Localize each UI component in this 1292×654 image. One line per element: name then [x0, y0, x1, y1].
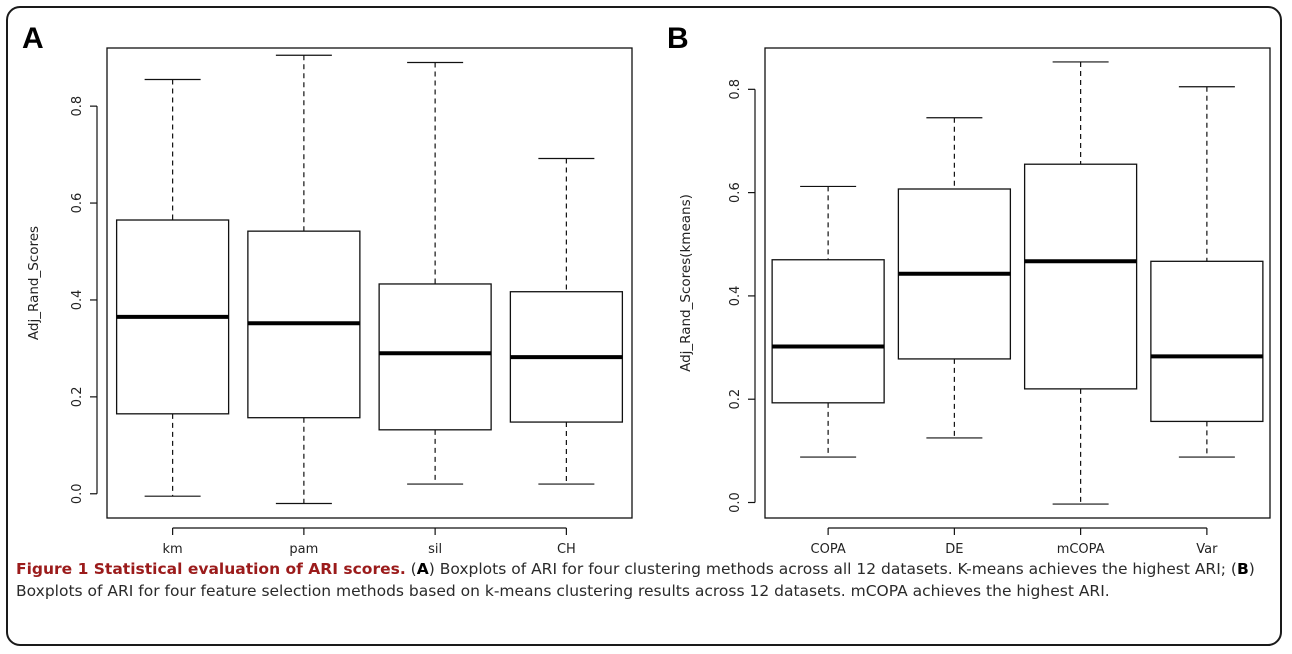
chart-a-y-tick-label: 0.2	[70, 387, 85, 408]
chart-b-box	[1023, 163, 1138, 390]
chart-b-y-axis-label: Adj_Rand_Scores(kmeans)	[678, 194, 694, 372]
panel-b-letter: B	[667, 22, 689, 55]
chart-b-y-tick-label: 0.6	[728, 182, 743, 203]
chart-a-x-tick-label: sil	[428, 542, 442, 557]
panel-a-letter: A	[22, 22, 44, 55]
chart-b-y-tick-label: 0.0	[728, 492, 743, 513]
chart-a-x-tick-label: CH	[557, 542, 576, 557]
chart-a-x-tick-label: pam	[289, 542, 318, 557]
chart-a-y-tick-label: 0.4	[70, 290, 85, 311]
chart-b-box	[1150, 260, 1264, 423]
chart-b-x-tick-label: COPA	[811, 542, 846, 557]
figure-frame	[6, 6, 1282, 646]
caption-text-a: ) Boxplots of ARI for four clustering me…	[428, 560, 1237, 578]
chart-b-y-tick-label: 0.2	[728, 389, 743, 410]
caption-ref-a: A	[416, 560, 429, 578]
chart-a-y-tick-label: 0.6	[70, 193, 85, 214]
caption-text-open: (	[405, 560, 417, 578]
chart-a-y-axis-label: Adj_Rand_Scores	[26, 226, 42, 340]
chart-a-y-tick-label: 0.0	[70, 483, 85, 504]
caption-text-b: ) Boxplots of ARI for four feature selec…	[16, 560, 1255, 600]
chart-b-plot-frame	[764, 47, 1271, 519]
chart-a-plot-frame	[106, 47, 633, 519]
chart-a-box	[378, 283, 492, 431]
chart-b-box	[771, 259, 885, 404]
chart-b-y-tick-label: 0.8	[728, 79, 743, 100]
chart-b-y-tick-label: 0.4	[728, 286, 743, 307]
chart-b-x-tick-label: DE	[945, 542, 963, 557]
figure-caption: Figure 1 Statistical evaluation of ARI s…	[16, 558, 1272, 602]
chart-b-x-tick-label: Var	[1196, 542, 1218, 557]
caption-title: Figure 1 Statistical evaluation of ARI s…	[16, 560, 406, 578]
chart-a-y-tick-label: 0.8	[70, 96, 85, 117]
caption-ref-b: B	[1236, 560, 1249, 578]
chart-b-x-tick-label: mCOPA	[1057, 542, 1105, 557]
chart-a-x-tick-label: km	[163, 542, 183, 557]
